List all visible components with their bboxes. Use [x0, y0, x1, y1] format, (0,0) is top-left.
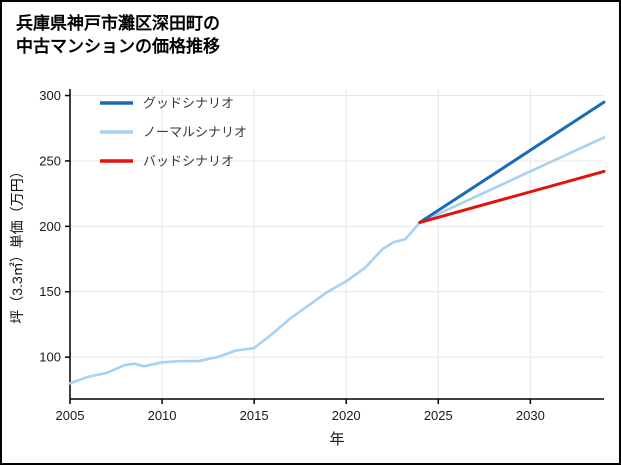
y-tick-label: 300 [39, 88, 61, 103]
y-axis-label: 坪（3.3㎡）単価（万円） [9, 164, 25, 323]
x-tick-label: 2025 [424, 408, 453, 423]
x-tick-label: 2005 [56, 408, 85, 423]
y-tick-label: 200 [39, 219, 61, 234]
x-tick-label: 2020 [332, 408, 361, 423]
y-tick-label: 250 [39, 153, 61, 168]
series-line-bad [418, 169, 606, 224]
chart-svg: 2005 2010 2015 2020 2025 2030 100 150 200 250 300 年… [9, 88, 606, 448]
x-tick-label: 2015 [240, 408, 269, 423]
chart-title: 兵庫県神戸市灘区深田町の 中古マンションの価格推移 [2, 2, 619, 59]
legend-label: ノーマルシナリオ [143, 124, 247, 139]
legend-label: グッドシナリオ [143, 95, 234, 110]
legend-label: バッドシナリオ [143, 153, 234, 168]
chart-title-line-2: 中古マンションの価格推移 [16, 36, 220, 56]
chart-title-line-1: 兵庫県神戸市灘区深田町の [16, 14, 220, 33]
x-tick-label: 2010 [148, 408, 177, 423]
series-line-normal [68, 135, 606, 385]
y-tick-label: 100 [39, 350, 61, 365]
y-tick-label: 150 [39, 284, 61, 299]
x-axis-label: 年 [329, 431, 344, 448]
x-tick-label: 2030 [516, 408, 545, 423]
series-line-good [418, 100, 606, 224]
